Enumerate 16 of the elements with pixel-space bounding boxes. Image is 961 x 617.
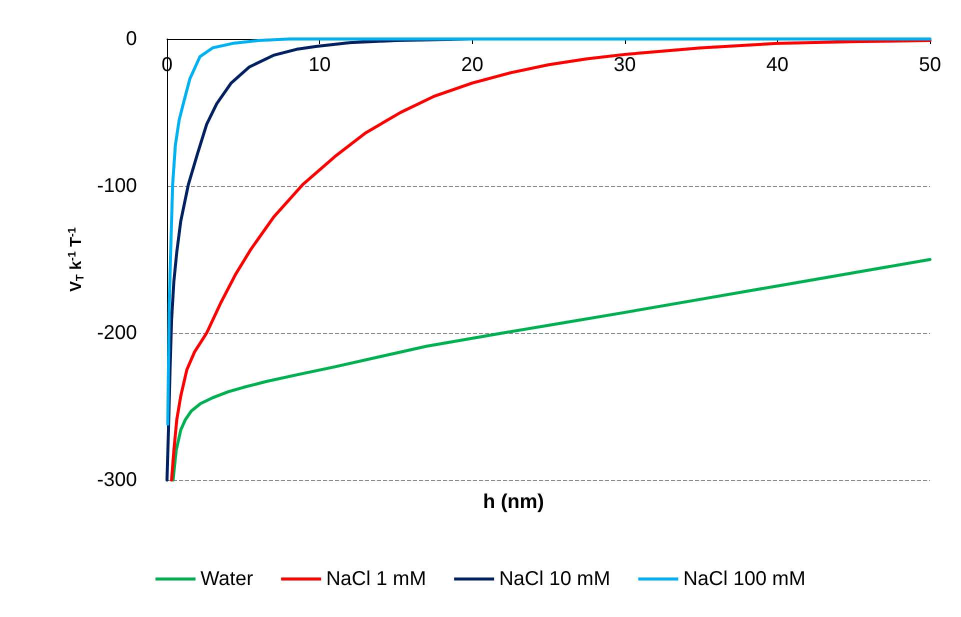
x-axis-title: h (nm) bbox=[483, 491, 544, 513]
line-series bbox=[172, 258, 932, 482]
x-tick-label: 40 bbox=[766, 54, 789, 76]
y-tick-label: -300 bbox=[96, 469, 137, 491]
y-tick-label: 0 bbox=[126, 28, 137, 50]
legend-label: NaCl 1 mM bbox=[326, 568, 426, 590]
legend-label: Water bbox=[200, 568, 254, 590]
legend-label: NaCl 100 mM bbox=[683, 568, 806, 590]
x-tick-label: 10 bbox=[308, 54, 331, 76]
x-tick-label: 30 bbox=[614, 54, 636, 76]
y-tick-label: -100 bbox=[96, 175, 137, 197]
x-tick-label: 50 bbox=[918, 54, 942, 76]
y-axis-title: VT k-1 T-1 bbox=[66, 227, 87, 292]
legend-label: NaCl 10 mM bbox=[499, 568, 610, 590]
y-tick-label: -200 bbox=[96, 322, 137, 344]
x-tick-label: 20 bbox=[461, 54, 484, 76]
